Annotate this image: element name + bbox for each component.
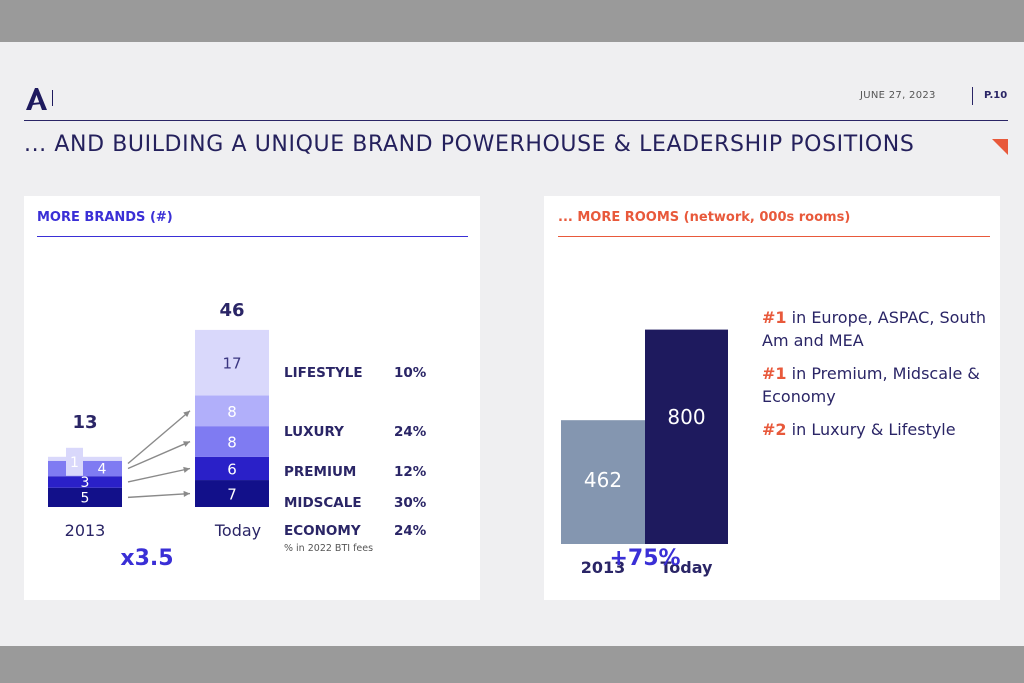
data-label: 3 — [81, 475, 90, 491]
arrow-head — [183, 441, 190, 447]
data-label: 4 — [98, 462, 107, 478]
legend-share-economy: 24% — [394, 523, 427, 539]
share-footnote: % in 2022 BTI fees — [284, 543, 373, 554]
data-label: 800 — [667, 405, 705, 429]
transition-arrow — [127, 467, 191, 483]
legend-label-luxury: LUXURY — [284, 424, 344, 440]
bar-cap-2013 — [48, 456, 122, 461]
ranking-number: #1 — [762, 364, 787, 383]
brands-chart: 7 6 8 8 17 46 534 1 13 2013 Today ECONOMY 24% MIDSCAL… — [48, 300, 427, 571]
ranking-number: #1 — [762, 308, 787, 327]
arrow-head — [183, 490, 190, 497]
legend-label-midscale: MIDSCALE — [284, 495, 362, 511]
ranking-number: #2 — [762, 420, 787, 439]
bar-segment-today-premium — [195, 426, 269, 457]
bar-segment-today-economy — [195, 480, 269, 507]
bar-segment-2013-lifestyle — [66, 447, 83, 476]
header-separator — [972, 87, 973, 105]
data-label: 1 — [70, 455, 79, 471]
page-title: ... AND BUILDING A UNIQUE BRAND POWERHOU… — [24, 132, 915, 157]
legend-share-premium: 12% — [394, 464, 427, 480]
legend-label-economy: ECONOMY — [284, 523, 361, 539]
bar-segment-today-luxury — [195, 395, 269, 427]
brands-title-rule — [37, 236, 468, 237]
bar-segment-2013-premium — [48, 460, 122, 477]
bar-segment-today-midscale — [195, 456, 269, 481]
ranking-item: #1 in Premium, Midscale & Economy — [762, 362, 992, 408]
legend-share-midscale: 30% — [394, 495, 427, 511]
arrow-head — [183, 466, 190, 473]
total-label-today: 46 — [219, 300, 244, 321]
brands-card: MORE BRANDS (#) 7 6 8 8 17 46 5 3 4 1 13 2013 Today E… — [24, 196, 480, 600]
legend-label-lifestyle: LIFESTYLE — [284, 365, 363, 381]
rooms-card: ... MORE ROOMS (network, 000s rooms) 462… — [544, 196, 1000, 600]
ranking-text: in Luxury & Lifestyle — [791, 420, 956, 439]
page-number: P.10 — [984, 90, 1008, 101]
transition-arrow — [127, 440, 191, 470]
data-label: 5 — [81, 490, 90, 506]
rankings-list: #1 in Europe, ASPAC, South Am and MEA #1… — [762, 306, 992, 451]
rooms-bar-today — [645, 329, 728, 544]
bar-segment-today-lifestyle — [195, 329, 269, 396]
legend-share-luxury: 24% — [394, 424, 427, 440]
category-label-today: Today — [214, 521, 261, 540]
growth-percentage: +75% — [609, 546, 680, 571]
bar-segment-2013-economy — [48, 487, 122, 507]
category-label: Today — [661, 558, 714, 577]
accor-logo-icon — [26, 88, 53, 110]
transition-arrow — [127, 492, 191, 499]
category-label-2013: 2013 — [65, 521, 106, 540]
ranking-text: in Premium, Midscale & Economy — [762, 364, 980, 406]
slide: JUNE 27, 2023 P.10 ... AND BUILDING A UN… — [0, 42, 1024, 646]
growth-multiplier: x3.5 — [120, 546, 173, 571]
rooms-chart-title: ... MORE ROOMS (network, 000s rooms) — [558, 210, 851, 225]
data-label: 8 — [227, 434, 237, 452]
data-label: 7 — [227, 486, 237, 504]
transition-arrow — [127, 410, 191, 465]
bar-segment-2013-midscale — [48, 476, 122, 488]
legend-share-lifestyle: 10% — [394, 365, 427, 381]
data-label: 8 — [227, 403, 237, 421]
report-date: JUNE 27, 2023 — [860, 90, 936, 101]
data-label: 17 — [222, 355, 241, 373]
ranking-item: #1 in Europe, ASPAC, South Am and MEA — [762, 306, 992, 352]
arrow-head — [183, 410, 190, 418]
rooms-title-rule — [558, 236, 990, 237]
data-label: 462 — [584, 468, 622, 492]
brands-chart-title: MORE BRANDS (#) — [37, 210, 173, 225]
total-label-2013: 13 — [72, 412, 97, 433]
rooms-bar-2013 — [561, 420, 645, 544]
corner-flag-icon — [992, 139, 1008, 155]
legend-label-premium: PREMIUM — [284, 464, 356, 480]
ranking-text: in Europe, ASPAC, South Am and MEA — [762, 308, 986, 350]
header-rule — [24, 120, 1008, 121]
category-label: 2013 — [581, 558, 626, 577]
ranking-item: #2 in Luxury & Lifestyle — [762, 418, 992, 441]
rooms-chart: 462 2013 800 Today+75% — [561, 329, 728, 577]
data-label: 6 — [227, 461, 237, 479]
